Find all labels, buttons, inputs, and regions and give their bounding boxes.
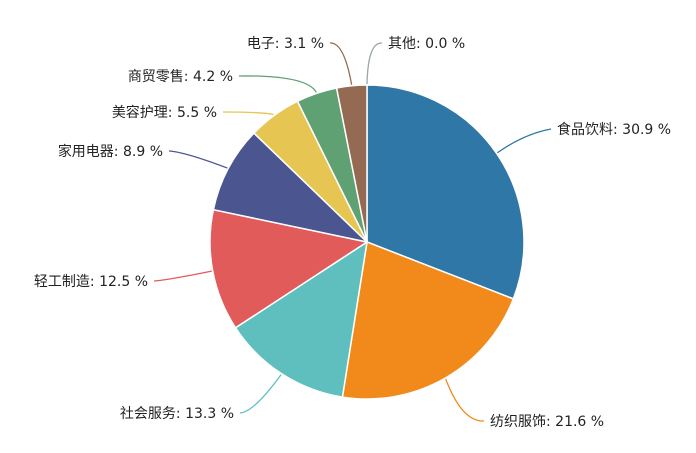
slice-8[interactable] <box>335 84 368 243</box>
slice-5-label: 家用电器: 8.9 % <box>58 143 163 160</box>
slice-1[interactable] <box>366 84 525 300</box>
slice-6-label: 美容护理: 5.5 % <box>112 104 217 121</box>
slice-8-leader-line <box>329 42 353 85</box>
slice-3[interactable] <box>234 241 368 398</box>
slice-5[interactable] <box>212 132 368 243</box>
slice-9-label: 其他: 0.0 % <box>388 36 465 52</box>
slice-5-leader-line <box>168 150 228 169</box>
slice-2-label: 纺织服饰: 21.6 % <box>490 414 604 430</box>
slice-7-leader-line <box>238 75 317 93</box>
slice-2-leader-line <box>445 378 485 422</box>
slice-7-label: 商贸零售: 4.2 % <box>128 69 233 85</box>
slice-3-leader-line <box>239 374 282 414</box>
slice-1-leader-line <box>497 128 552 154</box>
slice-4-leader-line <box>153 270 212 282</box>
slice-4[interactable] <box>209 208 368 329</box>
slice-1-label: 食品饮料: 30.9 % <box>557 121 671 138</box>
slice-2[interactable] <box>341 241 515 400</box>
slice-9-leader-line <box>366 42 383 85</box>
slice-3-label: 社会服务: 13.3 % <box>120 406 234 422</box>
slice-6-leader-line <box>222 111 274 116</box>
slice-8-label: 电子: 3.1 % <box>247 36 324 52</box>
slice-4-label: 轻工制造: 12.5 % <box>34 274 148 290</box>
